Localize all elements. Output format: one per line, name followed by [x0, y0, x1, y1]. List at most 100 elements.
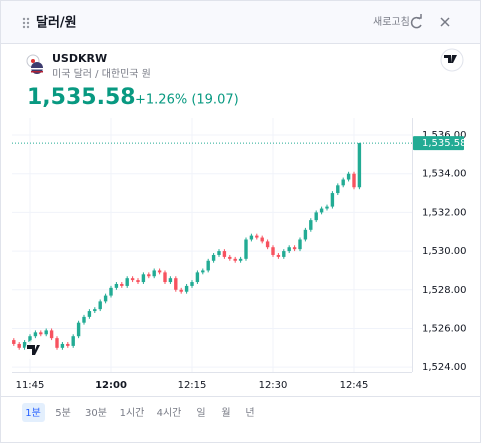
tabs: 1분 5분 30분 1시간 4시간 일 월 년	[25, 407, 254, 419]
y-tick-label: 1,534.00	[422, 169, 467, 180]
candle-body	[179, 289, 183, 292]
candle-body	[114, 283, 119, 288]
candle-body	[282, 251, 286, 257]
candle-body	[87, 311, 92, 317]
candle-body	[147, 274, 151, 277]
candle-body	[325, 206, 329, 209]
x-tick-label: 12:15	[178, 380, 207, 391]
refresh-label[interactable]: 새로고침	[373, 16, 410, 28]
candle-body	[71, 336, 75, 346]
timeframe-tab[interactable]: 30분	[85, 407, 107, 419]
candle-body	[163, 272, 167, 283]
drag-handle[interactable]	[22, 17, 30, 29]
candle-body	[249, 235, 254, 240]
tab-selected-bg	[22, 403, 45, 422]
candle-body	[93, 309, 97, 312]
refresh-icon[interactable]	[410, 14, 422, 29]
candle-body	[168, 278, 173, 283]
candle-body	[206, 260, 210, 271]
candle-body	[125, 278, 129, 286]
candle-body	[39, 332, 43, 335]
candle-body	[76, 322, 81, 337]
candle-body	[136, 280, 140, 283]
candle-body	[228, 256, 232, 259]
timeframe-tab[interactable]: 일	[196, 407, 205, 419]
candle-body	[66, 343, 70, 346]
y-tick-label: 1,524.00	[422, 362, 467, 373]
candle-body	[120, 283, 124, 286]
y-tick-label: 1,536.00	[422, 130, 467, 141]
y-tick-label: 1,528.00	[422, 285, 467, 296]
candle-body	[82, 316, 86, 323]
candle-body	[222, 251, 227, 257]
candle-body	[195, 272, 200, 283]
candle-body	[44, 330, 48, 335]
candle-body	[352, 173, 356, 188]
candle-body	[357, 143, 362, 188]
candle-body	[141, 274, 146, 283]
last-price-label: 1,535.58	[422, 138, 467, 149]
y-tick-label: 1,532.00	[422, 207, 467, 218]
symbol-name: 미국 달러 / 대한민국 원	[52, 68, 151, 80]
candle-body	[109, 287, 113, 296]
candle-body	[190, 282, 194, 286]
flag-icon	[26, 54, 43, 74]
x-tick-label: 12:00	[95, 380, 127, 391]
candle-body	[298, 239, 302, 250]
candle-body	[152, 270, 156, 277]
timeframe-tab[interactable]: 월	[221, 407, 230, 419]
candle-body	[22, 342, 27, 348]
candle-body	[336, 185, 340, 194]
y-tick-label: 1,526.00	[422, 323, 467, 334]
timeframe-tab[interactable]: 4시간	[157, 407, 182, 419]
candle-body	[174, 278, 178, 290]
candle-body	[330, 193, 335, 207]
candle-body	[184, 285, 189, 292]
widget-title: 달러/원	[36, 15, 77, 31]
header-bar	[1, 1, 480, 43]
tv-logo	[440, 48, 464, 72]
candle-body	[314, 212, 318, 221]
candle-body	[346, 173, 351, 180]
x-tick-label: 12:30	[259, 380, 288, 391]
candle-body	[217, 251, 221, 255]
candle-body	[130, 278, 135, 281]
candle-body	[211, 254, 216, 261]
y-tick-label: 1,530.00	[422, 246, 467, 257]
timeframe-tab[interactable]: 1분	[25, 407, 41, 419]
x-tick-label: 11:45	[16, 380, 45, 391]
close-button[interactable]	[440, 17, 450, 27]
candle-body	[276, 254, 281, 257]
candle-body	[319, 208, 324, 213]
candle-body	[12, 340, 16, 344]
chart: 1,524.00 1,526.00 1,528.00 1,530.00 1,532.00…	[12, 118, 467, 391]
candle-body	[28, 336, 32, 343]
candle-body	[244, 239, 248, 259]
candle-body	[260, 237, 264, 242]
candle-body	[17, 343, 21, 348]
candle-body	[292, 247, 297, 250]
candle-body	[33, 332, 38, 337]
candle-body	[103, 295, 108, 302]
candle-body	[49, 330, 54, 339]
timeframe-tab[interactable]: 년	[245, 407, 254, 419]
candle-body	[303, 229, 308, 240]
candle-body	[271, 247, 275, 255]
candle-body	[201, 270, 205, 273]
symbol: USDKRW	[52, 52, 107, 65]
last-price: 1,535.58	[27, 85, 136, 110]
candle-body	[233, 258, 237, 261]
candle-body	[157, 270, 162, 273]
price-change: +1.26% (19.07)	[135, 93, 239, 108]
candle-body	[60, 343, 65, 348]
x-tick-label: 12:45	[340, 380, 369, 391]
candle-body	[265, 241, 270, 248]
candle-body	[238, 258, 243, 261]
candle-body	[341, 179, 345, 186]
timeframe-tab[interactable]: 1시간	[120, 407, 145, 419]
last-price-tag	[413, 136, 464, 151]
candle-body	[309, 220, 313, 230]
timeframe-tab[interactable]: 5분	[55, 407, 71, 419]
